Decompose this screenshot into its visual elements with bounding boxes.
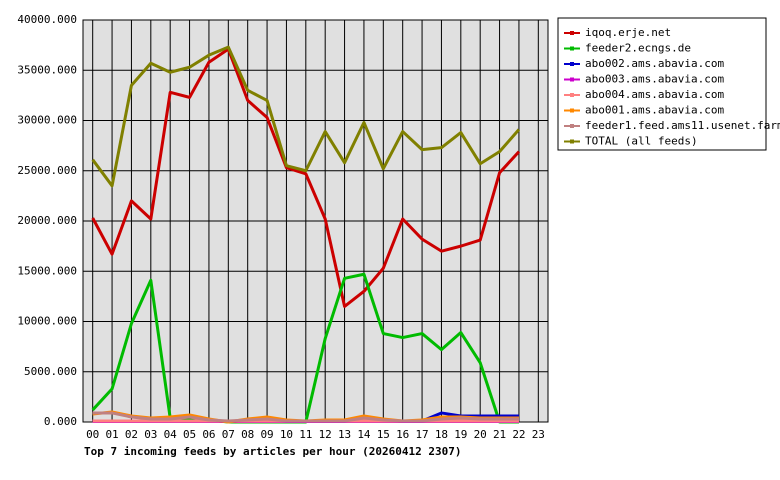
x-tick-label: 20 xyxy=(474,428,487,441)
series-line xyxy=(91,45,521,188)
legend-label: feeder1.feed.ams11.usenet.farm xyxy=(585,119,780,132)
x-tick-label: 11 xyxy=(299,428,312,441)
x-tick-label: 00 xyxy=(86,428,99,441)
legend-marker xyxy=(570,77,574,82)
x-tick-label: 15 xyxy=(377,428,390,441)
y-tick-label: 20000.000 xyxy=(17,214,77,227)
x-tick-label: 13 xyxy=(338,428,351,441)
x-tick-label: 05 xyxy=(183,428,196,441)
legend-marker xyxy=(570,46,574,51)
x-tick-label: 09 xyxy=(260,428,273,441)
legend-label: TOTAL (all feeds) xyxy=(585,135,698,148)
x-tick-label: 21 xyxy=(493,428,506,441)
x-tick-label: 23 xyxy=(532,428,545,441)
legend-marker xyxy=(570,62,574,66)
y-tick-label: 0.000 xyxy=(44,415,77,428)
x-tick-label: 06 xyxy=(202,428,215,441)
legend-marker xyxy=(570,108,574,113)
legend-marker xyxy=(570,139,574,144)
legend-label: abo003.ams.abavia.com xyxy=(585,73,724,86)
x-tick-label: 17 xyxy=(415,428,428,441)
series-line xyxy=(91,47,521,308)
x-tick-label: 22 xyxy=(512,428,525,441)
legend-marker xyxy=(570,124,574,128)
x-tick-label: 16 xyxy=(396,428,409,441)
x-tick-label: 04 xyxy=(164,428,178,441)
legend-marker xyxy=(570,93,574,97)
y-tick-label: 15000.000 xyxy=(17,264,77,277)
legend-label: abo002.ams.abavia.com xyxy=(585,57,724,70)
x-tick-label: 08 xyxy=(241,428,254,441)
x-tick-label: 03 xyxy=(144,428,157,441)
y-tick-label: 30000.000 xyxy=(17,114,77,127)
legend-label: abo004.ams.abavia.com xyxy=(585,88,724,101)
x-tick-label: 12 xyxy=(319,428,332,441)
y-tick-label: 10000.000 xyxy=(17,315,77,328)
y-tick-label: 25000.000 xyxy=(17,164,77,177)
chart-title: Top 7 incoming feeds by articles per hou… xyxy=(84,445,462,458)
legend-box xyxy=(557,17,767,151)
x-tick-label: 01 xyxy=(105,428,118,441)
y-tick-label: 5000.000 xyxy=(24,365,77,378)
legend-label: abo001.ams.abavia.com xyxy=(585,104,724,117)
x-tick-label: 14 xyxy=(357,428,371,441)
x-tick-label: 07 xyxy=(222,428,235,441)
x-tick-label: 02 xyxy=(125,428,138,441)
x-tick-label: 19 xyxy=(454,428,467,441)
legend-label: feeder2.ecngs.de xyxy=(585,42,691,55)
x-tick-label: 18 xyxy=(435,428,448,441)
y-tick-label: 35000.000 xyxy=(17,63,77,76)
x-tick-label: 10 xyxy=(280,428,293,441)
series-line xyxy=(92,411,519,423)
legend-marker xyxy=(570,31,574,35)
y-tick-label: 40000.000 xyxy=(17,13,77,26)
legend-label: iqoq.erje.net xyxy=(585,26,671,39)
